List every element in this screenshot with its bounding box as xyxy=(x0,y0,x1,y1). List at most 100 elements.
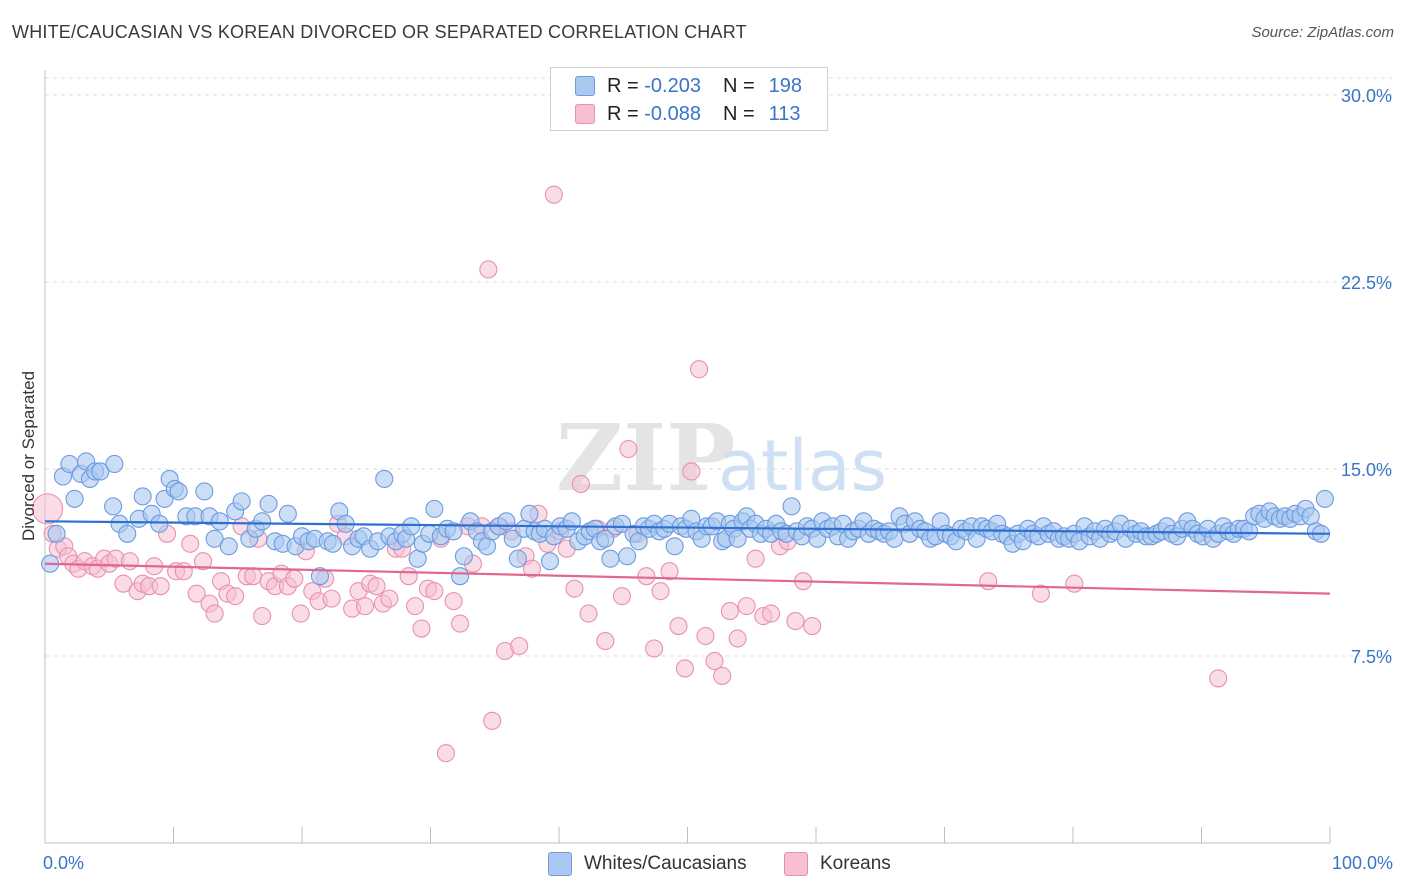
bottom-legend-whites: Whites/Caucasians xyxy=(548,852,747,876)
legend-swatch-koreans xyxy=(575,104,595,124)
point-korean xyxy=(355,597,375,616)
point-korean xyxy=(253,607,272,626)
point-korean xyxy=(322,589,341,608)
legend-r-value: -0.203 xyxy=(644,74,701,97)
point-korean xyxy=(151,577,170,596)
point-white xyxy=(310,567,330,586)
point-korean xyxy=(746,549,765,568)
point-korean xyxy=(637,567,656,586)
y-tick-label: 22.5% xyxy=(1341,273,1392,293)
point-korean xyxy=(444,592,463,611)
point-korean xyxy=(226,587,245,606)
point-korean xyxy=(690,360,709,379)
point-korean xyxy=(786,612,805,631)
legend-r-label: R = xyxy=(607,102,639,125)
point-korean xyxy=(285,569,304,588)
point-korean xyxy=(244,567,263,586)
point-white xyxy=(497,512,516,531)
point-korean xyxy=(596,631,615,651)
point-korean xyxy=(205,604,224,623)
point-korean xyxy=(720,602,739,621)
point-white xyxy=(402,517,421,536)
point-korean xyxy=(579,604,598,623)
point-korean xyxy=(619,439,638,459)
bottom-legend-label-koreans: Koreans xyxy=(820,853,891,874)
point-korean xyxy=(425,582,444,601)
point-korean xyxy=(436,744,455,763)
point-white xyxy=(1315,489,1334,508)
point-white xyxy=(133,487,152,506)
legend-r-value: -0.088 xyxy=(644,102,701,125)
point-white xyxy=(540,552,560,571)
point-korean xyxy=(737,597,756,616)
point-white xyxy=(728,529,747,548)
point-korean xyxy=(32,493,64,525)
point-white xyxy=(425,499,444,518)
point-white xyxy=(885,529,904,548)
point-korean xyxy=(803,617,822,636)
point-white xyxy=(210,512,229,531)
legend-swatch-whites xyxy=(575,76,595,96)
x-tick-label: 100.0% xyxy=(1332,853,1393,873)
point-white xyxy=(91,462,110,481)
point-white xyxy=(508,549,527,568)
point-white xyxy=(375,469,394,488)
point-korean xyxy=(291,604,310,623)
watermark-atlas: atlas xyxy=(718,425,887,507)
point-korean xyxy=(1065,574,1084,593)
point-korean xyxy=(544,185,563,204)
point-korean xyxy=(728,629,747,648)
point-white xyxy=(232,492,251,511)
legend-row-koreans: R = -0.088 N = 113 xyxy=(575,101,801,127)
point-white xyxy=(618,547,637,566)
point-korean xyxy=(367,577,386,596)
point-white xyxy=(259,494,278,513)
x-tick-label: 0.0% xyxy=(43,853,84,873)
y-tick-label: 7.5% xyxy=(1351,647,1392,667)
point-white xyxy=(105,454,124,474)
point-korean xyxy=(660,562,679,581)
point-korean xyxy=(565,579,584,598)
point-korean xyxy=(696,626,715,646)
point-korean xyxy=(181,534,200,553)
point-korean xyxy=(406,597,425,616)
legend-n-label: N = xyxy=(722,74,755,97)
axes xyxy=(44,70,1331,844)
tick-labels: 7.5% 15.0% 22.5% 30.0% 0.0% 100.0% Divorced or… xyxy=(19,86,1393,873)
point-korean xyxy=(675,659,694,678)
point-korean xyxy=(483,711,502,730)
point-white xyxy=(520,504,539,523)
chart-title: WHITE/CAUCASIAN VS KOREAN DIVORCED OR SE… xyxy=(12,22,747,42)
watermark-zip: ZIP xyxy=(556,404,735,512)
point-white xyxy=(118,524,137,543)
point-white xyxy=(65,489,84,508)
point-white xyxy=(253,512,272,531)
point-white xyxy=(596,529,615,548)
point-korean xyxy=(705,651,724,671)
point-white xyxy=(454,547,473,566)
trend-line-koreans xyxy=(44,562,1331,595)
y-tick-label: 15.0% xyxy=(1341,460,1392,480)
point-white xyxy=(782,497,801,516)
legend-r-label: R = xyxy=(607,74,639,97)
point-korean xyxy=(979,572,998,591)
point-korean xyxy=(120,552,139,571)
point-korean xyxy=(479,260,498,279)
legend-row-whites: R = -0.203 N = 198 xyxy=(575,73,802,99)
point-white xyxy=(195,482,214,501)
legend-n-value: 198 xyxy=(768,74,803,97)
point-white xyxy=(47,524,66,543)
point-korean xyxy=(571,474,590,493)
point-korean xyxy=(612,587,632,606)
trend-lines xyxy=(44,520,1331,595)
point-korean xyxy=(187,584,206,603)
chart-source: Source: ZipAtlas.com xyxy=(1251,24,1394,41)
point-white xyxy=(219,537,238,556)
bottom-legend-label-whites: Whites/Caucasians xyxy=(584,853,747,874)
point-korean xyxy=(114,574,133,593)
point-white xyxy=(323,534,342,553)
point-korean xyxy=(522,559,542,578)
point-korean xyxy=(682,462,701,481)
